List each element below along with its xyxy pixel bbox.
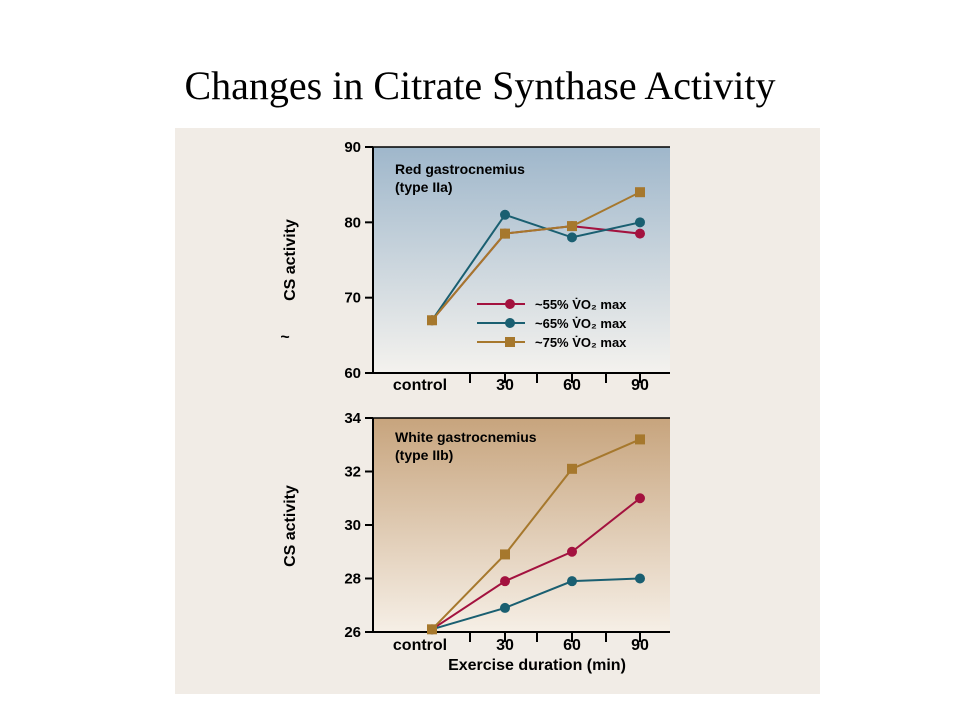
bottom-panel-background <box>373 418 670 632</box>
top-x-tick-label: 60 <box>563 377 581 394</box>
slide-title: Changes in Citrate Synthase Activity <box>184 63 776 108</box>
bottom-panel-subtitle: (type IIb) <box>395 447 453 463</box>
top-point-1-1 <box>500 209 510 220</box>
top-point-0-3 <box>635 228 645 239</box>
bottom-point-1-2 <box>567 576 577 587</box>
bottom-series-line-1 <box>431 577 641 631</box>
top-point-1-2 <box>567 232 577 243</box>
top-y-tick-label: 60 <box>344 365 361 382</box>
top-series-line-2 <box>431 191 641 321</box>
legend-label-65: ~65% V̇O₂ max <box>535 316 627 331</box>
top-y-axis-label: CS activity <box>282 219 299 301</box>
top-point-2-0 <box>427 315 437 326</box>
top-panel-subtitle: (type IIa) <box>395 179 453 195</box>
chart-figure: Red gastrocnemius (type IIa) White gastr… <box>175 128 820 694</box>
bottom-y-tick-label: 32 <box>344 464 361 481</box>
bottom-y-tick-label: 34 <box>344 410 361 427</box>
bottom-point-0-2 <box>567 546 577 557</box>
bottom-point-0-1 <box>500 576 510 587</box>
bottom-x-tick-label: 90 <box>631 637 649 654</box>
bottom-panel-title: White gastrocnemius <box>395 429 537 445</box>
bottom-point-1-1 <box>500 602 510 613</box>
top-point-2-3 <box>635 187 645 198</box>
legend-marker-55 <box>505 299 515 309</box>
bottom-x-tick-label: 30 <box>496 637 514 654</box>
top-series-line-1 <box>431 213 641 321</box>
legend-label-55: ~55% V̇O₂ max <box>535 297 627 312</box>
top-y-tick-label: 80 <box>344 214 361 231</box>
legend-marker-65 <box>505 318 515 328</box>
bottom-y-tick-label: 30 <box>344 517 361 534</box>
legend-label-75: ~75% V̇O₂ max <box>535 335 627 350</box>
bottom-series-line-2 <box>431 438 641 631</box>
bottom-x-tick-label: 60 <box>563 637 581 654</box>
bottom-point-1-3 <box>635 573 645 584</box>
bottom-x-tick-label: control <box>393 637 447 654</box>
bottom-point-2-0 <box>427 624 437 635</box>
top-panel-title: Red gastrocnemius <box>395 161 525 177</box>
top-y-tick-label: 90 <box>344 139 361 156</box>
bottom-y-axis-label: CS activity <box>282 485 299 567</box>
bottom-point-0-3 <box>635 493 645 504</box>
bottom-y-tick-label: 26 <box>344 624 361 641</box>
bottom-point-2-3 <box>635 434 645 445</box>
legend: ~55% V̇O₂ max ~65% V̇O₂ max ~75% V̇O₂ ma… <box>477 297 627 350</box>
bottom-point-2-1 <box>500 549 510 560</box>
bottom-point-2-2 <box>567 463 577 474</box>
top-x-tick-label: control <box>393 377 447 394</box>
top-panel-background <box>373 147 670 373</box>
top-x-tick-label: 90 <box>631 377 649 394</box>
legend-marker-75 <box>505 337 515 347</box>
top-x-tick-label: 30 <box>496 377 514 394</box>
bottom-y-tick-label: 28 <box>344 571 361 588</box>
chart-marks: 60 70 80 90 control 30 60 90 26 28 30 32 34 control 30… <box>344 139 649 654</box>
x-axis-label: Exercise duration (min) <box>448 657 626 674</box>
top-point-2-1 <box>500 228 510 239</box>
axis-break-mark: ~ <box>280 329 289 346</box>
top-y-tick-label: 70 <box>344 290 361 307</box>
top-point-2-2 <box>567 221 577 232</box>
top-point-1-3 <box>635 217 645 228</box>
chart-svg: Red gastrocnemius (type IIa) White gastr… <box>175 128 820 694</box>
bottom-series-line-0 <box>431 497 641 631</box>
